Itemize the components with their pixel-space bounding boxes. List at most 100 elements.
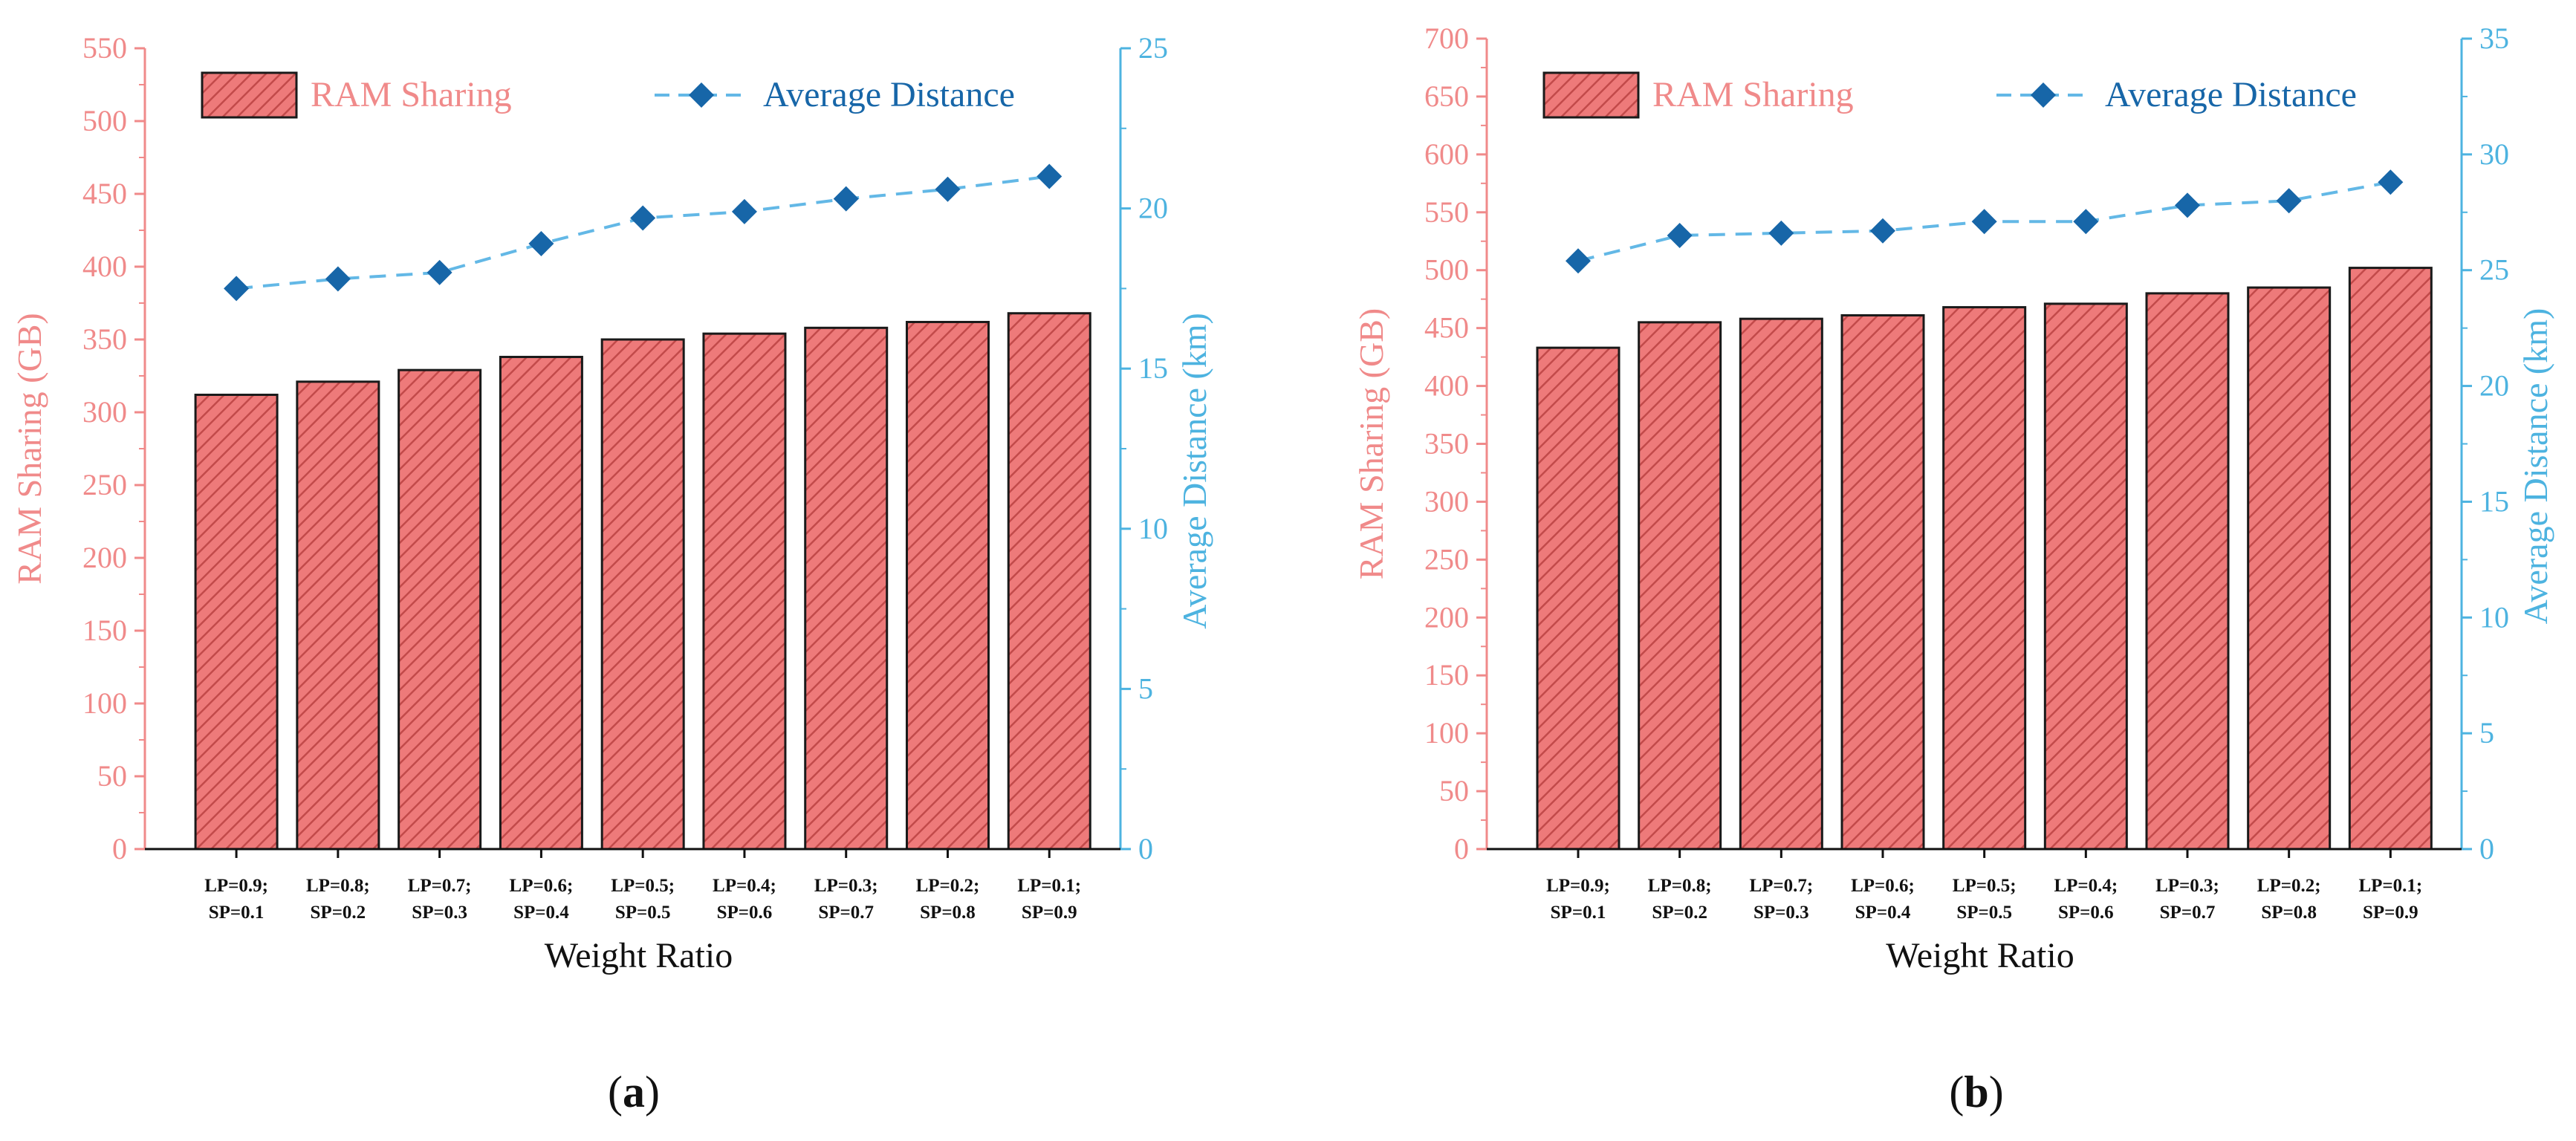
right-tick-label: 10 <box>2479 600 2509 634</box>
chart-panel-b: 0501001502002503003504004505005506006507… <box>1352 22 2554 1116</box>
x-tick-label-line2: SP=0.7 <box>2160 903 2216 923</box>
line-point-9 <box>1036 163 1062 189</box>
x-tick-label-line2: SP=0.8 <box>920 903 976 923</box>
left-tick-label: 550 <box>82 31 127 65</box>
x-tick-label-line2: SP=0.2 <box>1652 903 1707 923</box>
panel-label-open: ( <box>1949 1067 1964 1116</box>
x-tick-label-line1: LP=0.8; <box>306 876 370 896</box>
left-tick-label: 300 <box>1424 484 1469 518</box>
left-tick-label: 600 <box>1424 137 1469 171</box>
left-tick-label: 150 <box>1424 658 1469 692</box>
x-tick-label-line1: LP=0.6; <box>1851 876 1915 896</box>
legend-label-average-distance: Average Distance <box>2105 75 2357 114</box>
x-tick-label-line2: SP=0.2 <box>311 903 366 923</box>
line-point-2 <box>1667 222 1693 248</box>
bar-7 <box>804 326 889 851</box>
line-point-3 <box>1768 220 1794 246</box>
bar-7 <box>2145 292 2230 851</box>
bar-1 <box>1536 346 1620 851</box>
right-axis-title: Average Distance (km) <box>1175 313 1213 629</box>
left-tick-label: 450 <box>1424 311 1469 345</box>
x-tick-label-line2: SP=0.7 <box>818 903 874 923</box>
x-tick-label-line1: LP=0.2; <box>916 876 980 896</box>
line-point-7 <box>2175 192 2200 218</box>
right-tick-label: 15 <box>1138 351 1168 385</box>
bar-9 <box>2348 267 2433 851</box>
chart-panel-a: 0 50 100 150 200 250 300 350 400 450 500 550 0 5 10 15 2… <box>10 31 1213 1116</box>
right-tick-label: 30 <box>2479 137 2509 171</box>
line-point-5 <box>630 205 656 231</box>
left-tick-label: 50 <box>1439 774 1469 807</box>
legend-marker <box>689 82 714 108</box>
line-point-2 <box>325 266 351 292</box>
line-point-7 <box>833 186 859 212</box>
line-point-5 <box>1971 209 1997 235</box>
right-axis-title: Average Distance (km) <box>2517 308 2554 625</box>
x-tick-label-line1: LP=0.7; <box>1749 876 1813 896</box>
left-tick-label: 400 <box>1424 369 1469 403</box>
right-tick-label: 10 <box>1138 512 1168 545</box>
panel-label: (b) <box>1949 1067 2003 1116</box>
line-point-6 <box>2073 209 2099 235</box>
left-tick-label: 650 <box>1424 79 1469 113</box>
x-tick-label-line1: LP=0.9; <box>1546 876 1610 896</box>
x-tick-label-line2: SP=0.4 <box>513 903 569 923</box>
line-point-1 <box>1566 248 1591 274</box>
x-tick-label-line2: SP=0.5 <box>1956 903 2012 923</box>
x-tick-label-line1: LP=0.4; <box>2054 876 2118 896</box>
x-tick-label-line2: SP=0.3 <box>412 903 467 923</box>
right-tick-label: 15 <box>2479 484 2509 518</box>
left-tick-label: 200 <box>82 541 127 574</box>
legend-label-average-distance: Average Distance <box>763 75 1015 114</box>
right-tick-label: 20 <box>2479 369 2509 403</box>
left-tick-label: 500 <box>1424 253 1469 287</box>
panel-label: (a) <box>608 1067 660 1116</box>
line-point-4 <box>528 231 554 257</box>
bar-8 <box>905 320 990 851</box>
legend-label-ram-sharing: RAM Sharing <box>1652 75 1854 114</box>
bar-4 <box>1840 313 1925 851</box>
line-point-6 <box>731 198 757 224</box>
left-tick-label: 150 <box>82 614 127 647</box>
line-point-4 <box>1870 218 1895 244</box>
left-tick-label: 700 <box>1424 22 1469 55</box>
right-tick-label: 0 <box>2479 832 2494 865</box>
left-tick-label: 0 <box>1454 832 1469 865</box>
left-tick-label: 300 <box>82 395 127 429</box>
right-tick-label: 5 <box>1138 672 1153 705</box>
left-tick-label: 350 <box>1424 427 1469 461</box>
right-tick-label: 0 <box>1138 832 1153 865</box>
bar-3 <box>398 368 482 851</box>
panel-label-open: ( <box>608 1067 623 1116</box>
x-tick-label-line1: LP=0.1; <box>1017 876 1081 896</box>
x-tick-label-line1: LP=0.7; <box>408 876 472 896</box>
left-axis-title: RAM Sharing (GB) <box>10 313 48 584</box>
panel-label-letter: b <box>1964 1067 1988 1116</box>
x-tick-label-line1: LP=0.3; <box>814 876 878 896</box>
bar-8 <box>2247 286 2332 851</box>
left-tick-label: 100 <box>1424 716 1469 750</box>
x-tick-label-line2: SP=0.6 <box>717 903 773 923</box>
x-tick-label-line2: SP=0.3 <box>1753 903 1809 923</box>
x-tick-label-line1: LP=0.1; <box>2358 876 2422 896</box>
bar-4 <box>499 356 583 851</box>
line-point-8 <box>935 176 961 202</box>
line-point-8 <box>2276 188 2302 214</box>
right-tick-label: 25 <box>1138 31 1168 65</box>
x-axis-title: Weight Ratio <box>1886 936 2074 975</box>
x-tick-label-line1: LP=0.2; <box>2257 876 2321 896</box>
x-tick-label-line2: SP=0.6 <box>2058 903 2114 923</box>
bar-6 <box>2043 302 2128 851</box>
x-tick-label-line2: SP=0.8 <box>2261 903 2317 923</box>
panel-label-letter: a <box>623 1067 645 1116</box>
bar-2 <box>1638 321 1722 851</box>
bar-3 <box>1739 317 1823 851</box>
left-tick-label: 400 <box>82 250 127 283</box>
bar-5 <box>600 338 685 851</box>
right-tick-label: 20 <box>1138 192 1168 225</box>
legend-bar-swatch <box>201 71 298 119</box>
left-tick-label: 550 <box>1424 195 1469 229</box>
x-tick-label-line1: LP=0.5; <box>1953 876 2017 896</box>
left-axis-title: RAM Sharing (GB) <box>1352 308 1390 579</box>
